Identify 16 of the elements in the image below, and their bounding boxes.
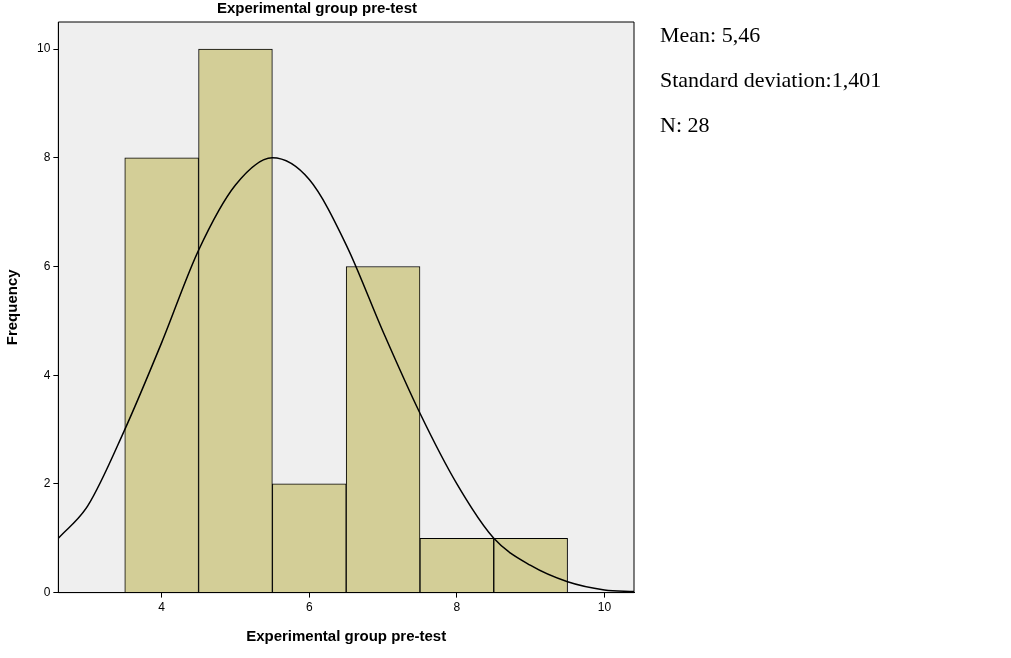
y-tick-label: 0 [43,584,51,599]
text: Standard deviation:1,401 [660,67,882,94]
x-tick-label: 4 [158,600,166,615]
text: N: 28 [660,112,711,139]
y-tick-label: 10 [36,41,51,56]
x-tick-label: 8 [453,600,461,615]
y-tick-label: 8 [43,150,51,165]
chart-title: Experimental group pre-test [216,0,418,17]
y-tick-label: 4 [43,367,51,382]
x-axis-title: Experimental group pre-test [246,627,447,645]
x-tick-label: 10 [597,600,612,615]
x-tick-label: 6 [305,600,313,615]
y-tick-label: 2 [43,476,51,491]
y-tick-label: 6 [43,258,51,273]
y-axis-title: Frequency [3,268,21,346]
text: Mean: 5,46 [660,22,762,49]
